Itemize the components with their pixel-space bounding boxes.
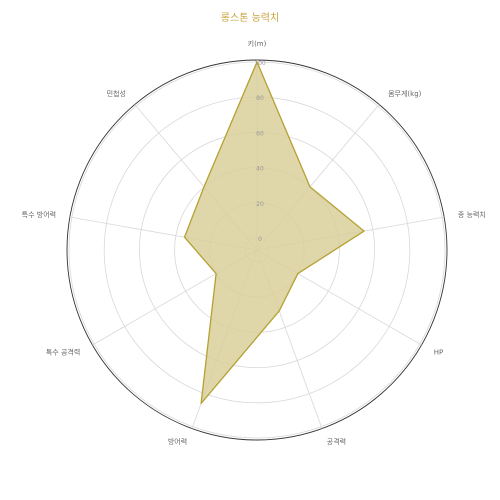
axis-label: HP	[434, 349, 444, 357]
tick-label: 80	[256, 95, 264, 102]
chart-title: 롱스톤 능력치	[220, 13, 280, 24]
tick-label: 100	[254, 60, 266, 67]
axis-label: 특수 공격력	[46, 349, 80, 357]
tick-label: 20	[256, 201, 264, 208]
axis-label: 종 능력치	[458, 210, 486, 219]
tick-label: 0	[258, 236, 262, 243]
axis-label: 민첩성	[107, 89, 126, 98]
radar-series	[183, 61, 365, 405]
axis-label: 방어력	[168, 437, 187, 446]
tick-label: 40	[256, 166, 264, 173]
axis-label: 공격력	[327, 438, 346, 446]
axis-label: 특수 방어력	[22, 210, 56, 219]
tick-label: 60	[256, 130, 264, 137]
axis-label: 몸무게(kg)	[388, 89, 422, 98]
axis-label: 키(m)	[248, 39, 267, 48]
radar-ticks: 0 20 40 60 80 100	[254, 60, 266, 243]
series-area	[183, 61, 365, 405]
radar-axis-labels: 키(m) 몸무게(kg) 종 능력치 HP 공격력 방어력 특수 공격력 특수 방어력 민첩성	[22, 39, 486, 446]
